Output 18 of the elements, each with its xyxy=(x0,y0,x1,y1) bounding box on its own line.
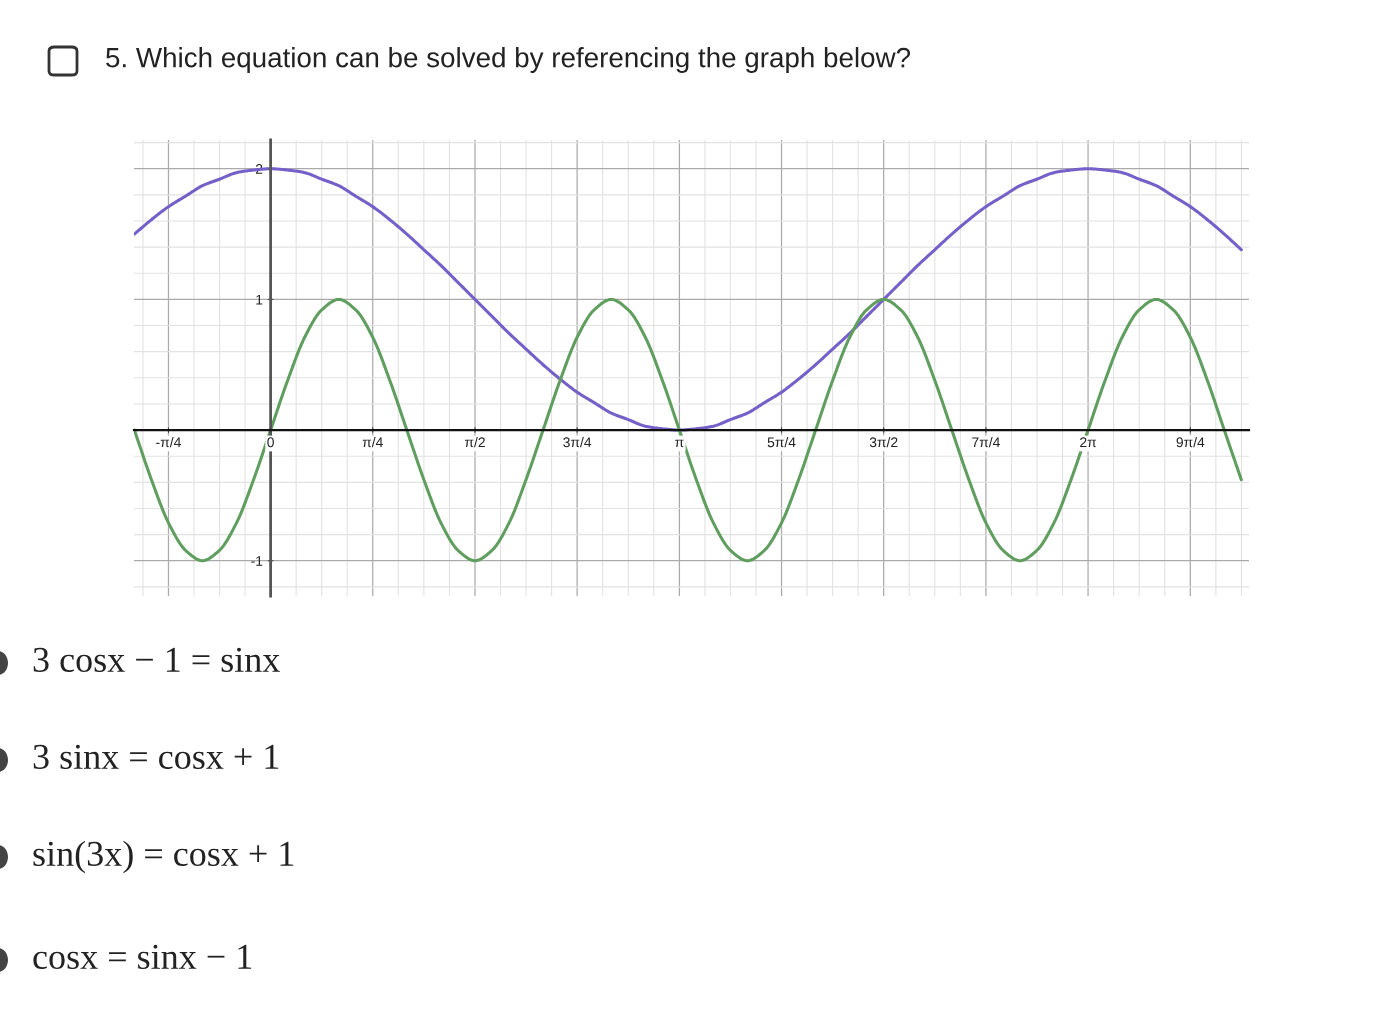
x-tick-label: -π/4 xyxy=(156,437,181,448)
x-tick-label: π/2 xyxy=(464,437,485,448)
y-tick-label: 1 xyxy=(256,294,263,305)
x-tick-label: 7π/4 xyxy=(972,437,1000,448)
chart-title: 5. Which equation can be solved by referencing the graph below? xyxy=(106,47,911,73)
text: sin(3x) = cosx + 1 xyxy=(33,840,294,874)
x-tick-label: 3π/2 xyxy=(869,437,898,448)
y-tick-label: -1 xyxy=(251,556,263,566)
x-tick-label: π xyxy=(675,439,684,448)
x-tick-label: 2π xyxy=(1080,437,1097,448)
text: 3 cosx − 1 = sinx xyxy=(33,647,280,673)
x-tick-label: 9π/4 xyxy=(1176,437,1205,448)
x-tick-label: 0 xyxy=(267,437,274,448)
x-tick-label: 5π/4 xyxy=(767,437,796,448)
text: cosx = sinx − 1 xyxy=(33,944,252,970)
x-tick-label: π/4 xyxy=(362,437,383,448)
text: 3 sinx = cosx + 1 xyxy=(33,744,279,770)
x-tick-label: 3π/4 xyxy=(563,437,592,448)
